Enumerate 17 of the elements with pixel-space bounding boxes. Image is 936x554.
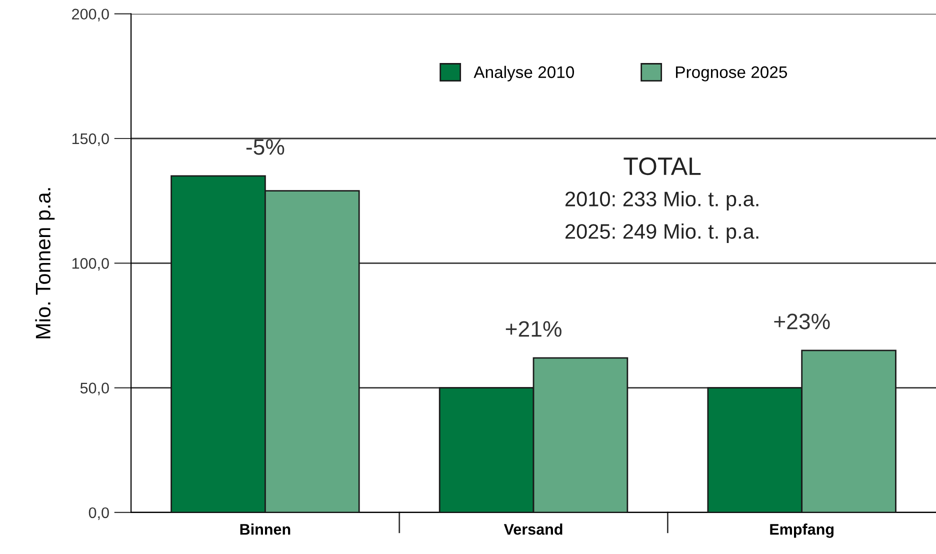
legend-label: Prognose 2025: [676, 66, 788, 82]
x-tick-label: Versand: [504, 524, 562, 535]
annotation: -5%: [246, 139, 284, 155]
annotation: TOTAL: [624, 157, 701, 176]
x-tick-label: Empfang: [770, 524, 834, 538]
y-tick-label: 150,0: [72, 133, 109, 146]
y-tick-label: 50,0: [80, 382, 109, 396]
y-tick-label: 0,0: [88, 507, 109, 520]
y-tick-label: 100,0: [72, 258, 109, 271]
y-axis-title: Mio. Tonnen p.a.: [35, 188, 55, 338]
annotation: 2010: 233 Mio. t. p.a.: [566, 191, 758, 211]
x-tick-label: Binnen: [240, 524, 290, 535]
annotation: +23%: [774, 314, 830, 330]
y-tick-label: 200,0: [72, 8, 109, 22]
legend-label: Analyse 2010: [474, 66, 574, 82]
annotation: +21%: [506, 321, 562, 337]
annotation: 2025: 249 Mio. t. p.a.: [566, 224, 758, 243]
